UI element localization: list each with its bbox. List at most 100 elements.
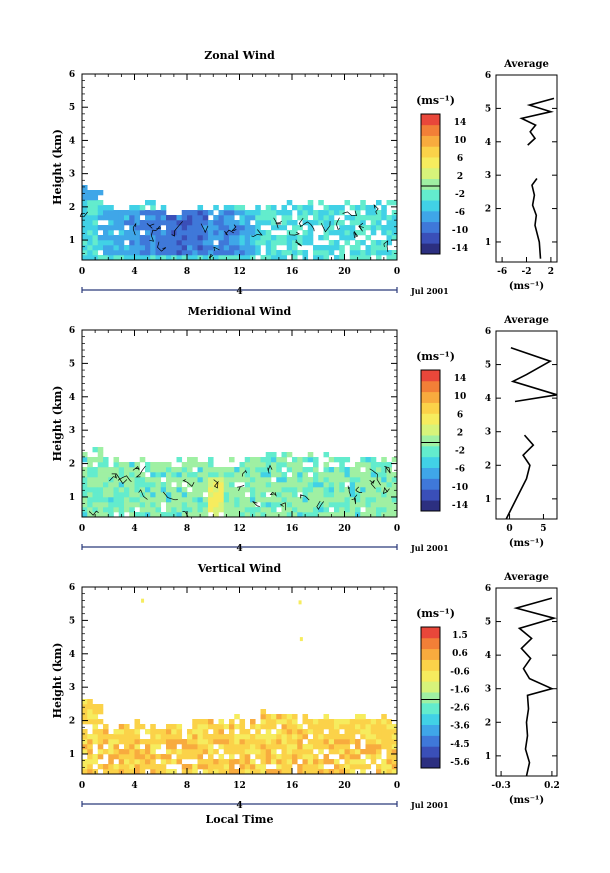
- heatmap-cell: [97, 240, 104, 246]
- heatmap-cell: [87, 250, 93, 256]
- heatmap-cell: [181, 472, 188, 478]
- heatmap-cell: [260, 220, 267, 226]
- heatmap-cell: [103, 472, 109, 478]
- heatmap-cell: [113, 497, 120, 503]
- heatmap-cell: [349, 225, 356, 231]
- profile-frame: [495, 74, 558, 263]
- heatmap-cell: [208, 220, 214, 226]
- heatmap-cell: [244, 487, 251, 493]
- heatmap-cell: [344, 215, 351, 221]
- heatmap-cell: [92, 492, 99, 498]
- heatmap-cell: [265, 245, 272, 251]
- heatmap-cell: [97, 487, 104, 493]
- heatmap-cell: [92, 729, 99, 735]
- profile-y-tick-label: 5: [485, 104, 491, 114]
- heatmap-cell: [134, 255, 141, 261]
- heatmap-cell: [365, 487, 372, 493]
- heatmap-cell: [150, 502, 156, 508]
- heatmap-cell: [113, 457, 120, 463]
- heatmap-cell: [166, 215, 172, 221]
- heatmap-cell: [229, 467, 235, 473]
- heatmap-cell: [360, 472, 366, 478]
- heatmap-cell: [328, 487, 335, 493]
- heatmap-cell: [250, 764, 256, 770]
- heatmap-cell: [260, 739, 267, 745]
- heatmap-cell: [281, 719, 288, 725]
- heatmap-cell: [244, 472, 251, 478]
- heatmap-cell: [213, 472, 219, 478]
- heatmap-cell: [202, 215, 209, 221]
- heatmap-cell: [281, 250, 288, 256]
- heatmap-cell: [302, 719, 309, 725]
- heatmap-cell: [313, 467, 319, 473]
- heatmap-cell: [160, 245, 167, 251]
- contour-line: [358, 222, 364, 232]
- heatmap-cell: [302, 734, 309, 740]
- colorbar-tick-label: 14: [454, 118, 467, 128]
- heatmap-cell: [370, 225, 377, 231]
- heatmap-cell: [229, 487, 235, 493]
- heatmap-cell: [328, 250, 335, 256]
- heatmap-cell: [386, 507, 393, 513]
- heatmap-cell: [307, 492, 314, 498]
- heatmap-cell: [118, 754, 125, 760]
- heatmap-cell: [323, 235, 330, 241]
- heatmap-cell: [292, 472, 298, 478]
- heatmap-cell: [176, 487, 183, 493]
- heatmap-cell: [92, 200, 99, 206]
- heatmap-cell: [87, 200, 93, 206]
- heatmap-cell: [124, 220, 130, 226]
- heatmap-cell: [118, 477, 125, 483]
- heatmap-cell: [87, 769, 93, 775]
- heatmap-cell: [381, 734, 387, 740]
- heatmap-cell: [166, 754, 172, 760]
- heatmap-cell: [134, 477, 141, 483]
- heatmap-cell: [223, 502, 230, 508]
- heatmap-cell: [166, 250, 172, 256]
- heatmap-cell: [181, 210, 188, 216]
- heatmap-cell: [339, 205, 345, 211]
- heatmap-cell: [381, 724, 387, 730]
- heatmap-cell: [334, 245, 340, 251]
- heatmap-cell: [229, 502, 235, 508]
- heatmap-cell: [129, 507, 135, 513]
- heatmap-cell: [318, 749, 324, 755]
- heatmap-cell: [202, 512, 209, 518]
- heatmap-cell: [381, 462, 387, 468]
- heatmap-cell: [181, 250, 188, 256]
- heatmap-cell: [391, 724, 398, 730]
- colorbar-unit: (ms⁻¹): [416, 350, 455, 363]
- heatmap-cell: [381, 714, 387, 720]
- heatmap-cell: [276, 477, 282, 483]
- heatmap-cell: [250, 482, 256, 488]
- heatmap-cell: [218, 487, 225, 493]
- heatmap-cell: [129, 472, 135, 478]
- heatmap-cell: [213, 220, 219, 226]
- heatmap-cell: [192, 250, 198, 256]
- heatmap-cell: [386, 235, 393, 241]
- heatmap-cell: [255, 744, 261, 750]
- colorbar-tick-label: 10: [454, 136, 467, 146]
- heatmap-cell: [271, 235, 277, 241]
- heatmap-cell: [286, 487, 293, 493]
- heatmap-cell: [360, 714, 366, 720]
- heatmap-cell: [376, 502, 382, 508]
- heatmap-cell: [139, 502, 146, 508]
- heatmap-cell: [239, 467, 246, 473]
- heatmap-cell: [145, 235, 151, 241]
- heatmap-cell: [129, 250, 135, 256]
- heatmap-cell: [134, 240, 141, 246]
- heatmap-cell: [265, 769, 272, 775]
- heatmap-cell: [108, 245, 114, 251]
- heatmap-cell: [323, 477, 330, 483]
- heatmap-cell: [171, 729, 177, 735]
- heatmap-cell: [255, 472, 261, 478]
- heatmap-cell: [381, 215, 387, 221]
- heatmap-cell: [292, 482, 298, 488]
- heatmap-cell: [155, 220, 162, 226]
- heatmap-cell: [276, 497, 282, 503]
- heatmap-cell: [155, 250, 162, 256]
- heatmap-cell: [286, 507, 293, 513]
- heatmap-cell: [113, 215, 120, 221]
- heatmap-cell: [328, 225, 335, 231]
